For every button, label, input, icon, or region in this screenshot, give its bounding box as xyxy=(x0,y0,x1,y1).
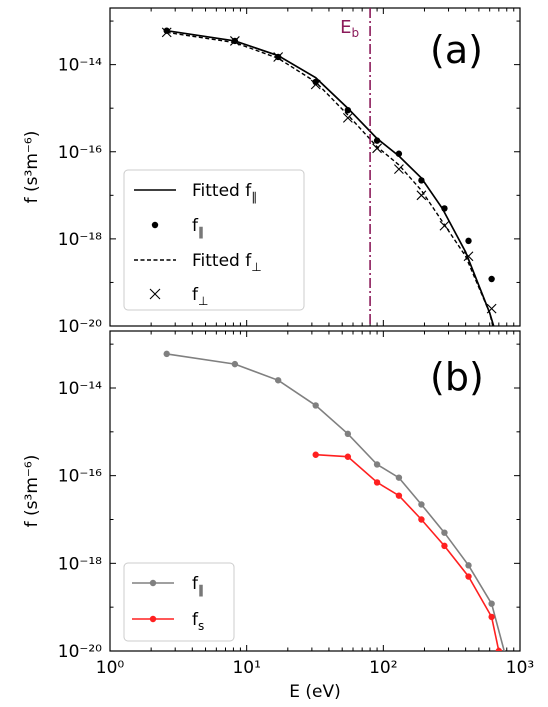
f-s-point xyxy=(441,542,448,550)
f-parallel-point xyxy=(344,106,352,114)
x-tick-label: 10³ xyxy=(506,658,534,678)
f-s-point xyxy=(465,573,472,580)
f-parallel-line xyxy=(166,353,506,651)
x-tick-label: 10⁰ xyxy=(96,658,125,678)
panel-b-legend: f∥ fs xyxy=(123,562,235,642)
f-s-point xyxy=(495,647,503,651)
y-tick-label: 10⁻¹⁶ xyxy=(58,467,102,487)
f-parallel-point xyxy=(465,237,472,245)
y-tick-label: 10⁻¹⁸ xyxy=(58,554,102,574)
f-perpendicular-point xyxy=(394,164,404,174)
f-perpendicular-point xyxy=(439,220,450,231)
f-perpendicular-point xyxy=(486,303,497,314)
f-parallel-point xyxy=(488,600,495,607)
f-perpendicular-point xyxy=(416,190,427,201)
legend-item: fs xyxy=(132,610,204,633)
f-perpendicular-point xyxy=(161,27,172,38)
panel-a-ylabel: f (s³m⁻⁶) xyxy=(22,131,42,204)
f-s-point xyxy=(344,453,352,460)
legend-item: Fitted f⊥ xyxy=(134,251,262,274)
f-perpendicular-point xyxy=(372,143,382,154)
y-tick-label: 10⁻¹⁸ xyxy=(58,230,102,250)
panel-a-legend: Fitted f∥ f∥ Fitted f⊥ f⊥ xyxy=(123,169,305,311)
f-parallel-point xyxy=(231,360,239,368)
legend-item: f∥ xyxy=(151,216,204,239)
f-parallel-point xyxy=(373,137,381,144)
x-tick-label: 10² xyxy=(369,658,397,678)
f-perpendicular-point xyxy=(342,112,353,123)
f-perpendicular-point xyxy=(229,36,240,46)
f-parallel-point xyxy=(373,461,381,468)
f-parallel-point xyxy=(274,377,282,384)
panel-b-ticks xyxy=(109,331,521,652)
x-tick-label: 10¹ xyxy=(232,658,260,678)
legend-box xyxy=(123,169,305,311)
panel-a-ytick-labels: 10⁻¹⁴ 10⁻¹⁶ 10⁻¹⁸ 10⁻²⁰ xyxy=(58,56,102,337)
y-tick-label: 10⁻¹⁴ xyxy=(58,56,102,76)
legend-label: fs xyxy=(192,610,204,633)
y-tick-label: 10⁻¹⁴ xyxy=(58,379,102,399)
f-s-point xyxy=(373,479,381,486)
f-perpendicular-point xyxy=(273,52,284,62)
f-parallel-point xyxy=(395,150,403,157)
panel-a-series xyxy=(161,27,497,326)
legend-label: Fitted f∥ xyxy=(192,181,257,204)
f-parallel-point xyxy=(465,562,472,569)
f-parallel-point xyxy=(488,275,495,283)
f-parallel-point xyxy=(441,205,448,212)
panel-b-series xyxy=(163,350,506,651)
legend-label: f∥ xyxy=(192,216,204,239)
panel-b-label: (b) xyxy=(430,355,484,399)
f-parallel-point xyxy=(395,474,403,481)
fitted-perpendicular-line xyxy=(166,31,494,326)
legend-item: f∥ xyxy=(132,574,204,597)
f-parallel-point xyxy=(163,350,170,358)
legend-item: f⊥ xyxy=(149,285,208,308)
panel-b-ylabel: f (s³m⁻⁶) xyxy=(22,455,42,528)
fitted-parallel-line xyxy=(166,29,495,326)
f-s-point xyxy=(488,613,495,621)
f-parallel-point xyxy=(344,430,352,438)
f-parallel-point xyxy=(312,402,319,409)
f-s-point xyxy=(312,451,319,458)
legend-box xyxy=(123,562,235,642)
panel-b-xlabel: E (eV) xyxy=(289,682,341,702)
legend-label: Fitted f⊥ xyxy=(192,251,262,274)
y-axis-label: f (s³m⁻⁶) xyxy=(22,455,42,528)
f-parallel-point xyxy=(441,529,448,536)
f-perpendicular-point xyxy=(310,79,321,90)
f-parallel-point xyxy=(418,501,425,508)
y-tick-label: 10⁻²⁰ xyxy=(58,642,102,662)
legend-label: f∥ xyxy=(192,574,204,597)
y-tick-label: 10⁻²⁰ xyxy=(58,317,102,337)
panel-a-label: (a) xyxy=(430,28,483,72)
f-s-point xyxy=(418,516,425,523)
legend-item: Fitted f∥ xyxy=(134,181,257,204)
f-s-point xyxy=(395,492,403,499)
legend-label: f⊥ xyxy=(192,285,208,308)
f-perpendicular-point xyxy=(463,251,474,262)
y-axis-label: f (s³m⁻⁶) xyxy=(22,131,42,204)
energy-break-label: Eb xyxy=(340,17,359,40)
f-parallel-point xyxy=(418,177,425,184)
x-axis-label: E (eV) xyxy=(289,682,341,702)
y-tick-label: 10⁻¹⁶ xyxy=(58,143,102,163)
